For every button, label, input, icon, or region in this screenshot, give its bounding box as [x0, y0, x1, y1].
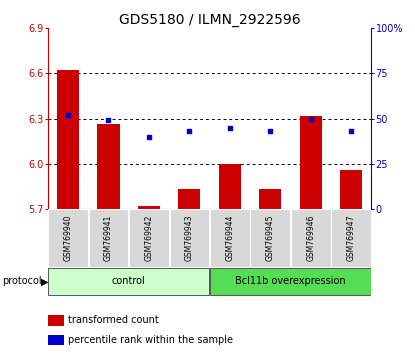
Text: GSM769944: GSM769944: [225, 215, 234, 261]
Text: transformed count: transformed count: [68, 315, 159, 325]
FancyBboxPatch shape: [210, 210, 250, 267]
Point: [348, 129, 354, 134]
Point: [227, 125, 233, 131]
Point: [186, 129, 193, 134]
Bar: [178, 189, 200, 209]
FancyBboxPatch shape: [88, 210, 128, 267]
Bar: [259, 189, 281, 209]
Text: control: control: [112, 276, 146, 286]
Bar: [219, 164, 241, 209]
Text: GSM769943: GSM769943: [185, 215, 194, 261]
Title: GDS5180 / ILMN_2922596: GDS5180 / ILMN_2922596: [119, 13, 300, 27]
Text: GSM769947: GSM769947: [347, 215, 356, 261]
FancyBboxPatch shape: [291, 210, 331, 267]
Text: Bcl11b overexpression: Bcl11b overexpression: [235, 276, 346, 286]
FancyBboxPatch shape: [210, 268, 371, 295]
FancyBboxPatch shape: [169, 210, 209, 267]
Bar: [57, 70, 79, 209]
Point: [105, 118, 112, 123]
Text: protocol: protocol: [2, 276, 42, 286]
Text: percentile rank within the sample: percentile rank within the sample: [68, 335, 234, 345]
Bar: [138, 206, 160, 209]
FancyBboxPatch shape: [48, 268, 209, 295]
FancyBboxPatch shape: [331, 210, 371, 267]
FancyBboxPatch shape: [129, 210, 169, 267]
Text: GSM769941: GSM769941: [104, 215, 113, 261]
Point: [267, 129, 273, 134]
Point: [146, 134, 152, 139]
Bar: [97, 124, 120, 209]
Text: GSM769942: GSM769942: [144, 215, 154, 261]
FancyBboxPatch shape: [48, 210, 88, 267]
Text: ▶: ▶: [41, 276, 48, 286]
Text: GSM769940: GSM769940: [63, 215, 73, 261]
Text: GSM769945: GSM769945: [266, 215, 275, 261]
Bar: [300, 115, 322, 209]
Text: GSM769946: GSM769946: [306, 215, 315, 261]
Point: [65, 112, 71, 118]
Bar: [340, 171, 362, 209]
FancyBboxPatch shape: [250, 210, 290, 267]
Point: [308, 116, 314, 121]
